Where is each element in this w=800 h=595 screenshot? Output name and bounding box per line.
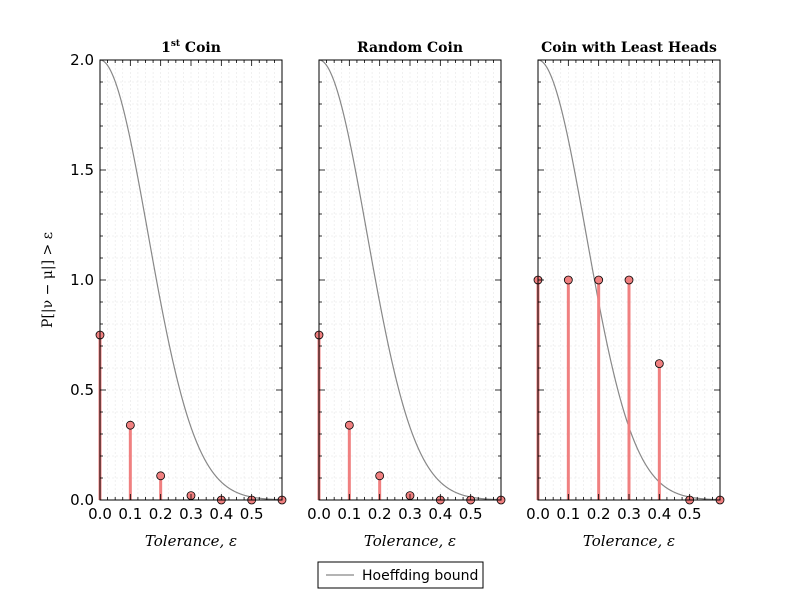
x-tick-label: 0.1 <box>556 505 580 523</box>
x-axis-label: Tolerance, ε <box>145 532 237 550</box>
x-tick-label: 0.2 <box>149 505 173 523</box>
chart-panels: 0.0 0.1 0.2 0.3 0.4 0.5 0.0 0.5 1.0 1.5 2.0 1st Coi… <box>40 39 725 550</box>
x-tick-label: 0.5 <box>240 505 264 523</box>
stem-marker <box>375 471 385 481</box>
y-tick-label: 2.0 <box>70 51 94 69</box>
panel-title: 1st Coin <box>161 39 221 56</box>
panel-title: Coin with Least Heads <box>541 40 717 56</box>
stem-marker <box>624 275 634 285</box>
stem-marker <box>654 359 664 369</box>
y-tick-label: 0.5 <box>70 381 94 399</box>
x-tick-label: 0.1 <box>118 505 142 523</box>
stem-marker <box>125 420 135 430</box>
x-tick-label: 0.4 <box>647 505 671 523</box>
stem-marker <box>563 275 573 285</box>
y-tick-label: 0.0 <box>70 491 94 509</box>
y-tick-label: 1.5 <box>70 161 94 179</box>
x-tick-label: 0.0 <box>307 505 331 523</box>
legend: Hoeffding bound <box>317 561 484 589</box>
x-tick-label: 0.0 <box>88 505 112 523</box>
x-tick-label: 0.4 <box>428 505 452 523</box>
chart-panel-2: 0.0 0.1 0.2 0.3 0.4 0.5 Random Coin Tolerance, … <box>307 40 506 550</box>
stem-marker <box>344 420 354 430</box>
x-axis-label: Tolerance, ε <box>364 532 456 550</box>
y-axis-label: P[|ν − μ|] > ε <box>40 232 56 328</box>
chart-panel-3: 0.0 0.1 0.2 0.3 0.4 0.5 Coin with Least Heads T… <box>526 40 725 550</box>
x-tick-label: 0.5 <box>678 505 702 523</box>
x-tick-label: 0.1 <box>337 505 361 523</box>
y-tick-label: 1.0 <box>70 271 94 289</box>
x-tick-label: 0.2 <box>368 505 392 523</box>
x-axis-label: Tolerance, ε <box>583 532 675 550</box>
x-tick-label: 0.2 <box>587 505 611 523</box>
x-tick-label: 0.3 <box>617 505 641 523</box>
legend-label: Hoeffding bound <box>362 568 478 584</box>
x-tick-label: 0.3 <box>398 505 422 523</box>
stem-marker <box>156 471 166 481</box>
chart-panel-1: 0.0 0.1 0.2 0.3 0.4 0.5 0.0 0.5 1.0 1.5 2.0 1st Coi… <box>40 39 287 550</box>
stem-marker <box>594 275 604 285</box>
x-tick-label: 0.3 <box>179 505 203 523</box>
x-tick-label: 0.0 <box>526 505 550 523</box>
panel-title: Random Coin <box>357 40 463 56</box>
x-tick-label: 0.5 <box>459 505 483 523</box>
x-tick-label: 0.4 <box>209 505 233 523</box>
